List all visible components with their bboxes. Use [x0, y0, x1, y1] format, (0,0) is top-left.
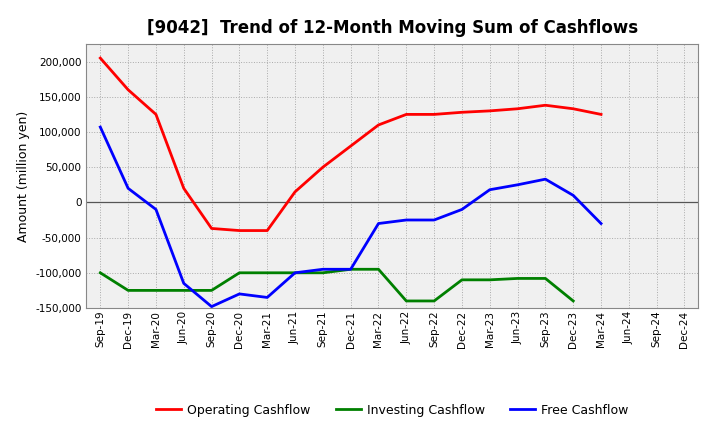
- Investing Cashflow: [152, 288, 161, 293]
- Free Cashflow: [235, 291, 243, 297]
- Investing Cashflow: [96, 270, 104, 275]
- Investing Cashflow: [541, 276, 550, 281]
- Operating Cashflow: [458, 110, 467, 115]
- Free Cashflow: [124, 186, 132, 191]
- Free Cashflow: [485, 187, 494, 192]
- Free Cashflow: [374, 221, 383, 226]
- Operating Cashflow: [152, 112, 161, 117]
- Investing Cashflow: [263, 270, 271, 275]
- Operating Cashflow: [541, 103, 550, 108]
- Free Cashflow: [207, 304, 216, 309]
- Free Cashflow: [263, 295, 271, 300]
- Free Cashflow: [346, 267, 355, 272]
- Investing Cashflow: [402, 298, 410, 304]
- Title: [9042]  Trend of 12-Month Moving Sum of Cashflows: [9042] Trend of 12-Month Moving Sum of C…: [147, 19, 638, 37]
- Operating Cashflow: [430, 112, 438, 117]
- Operating Cashflow: [597, 112, 606, 117]
- Operating Cashflow: [235, 228, 243, 233]
- Free Cashflow: [541, 176, 550, 182]
- Free Cashflow: [513, 182, 522, 187]
- Line: Free Cashflow: Free Cashflow: [100, 127, 601, 307]
- Investing Cashflow: [569, 298, 577, 304]
- Investing Cashflow: [346, 267, 355, 272]
- Free Cashflow: [458, 207, 467, 212]
- Operating Cashflow: [96, 55, 104, 61]
- Free Cashflow: [569, 193, 577, 198]
- Operating Cashflow: [485, 108, 494, 114]
- Operating Cashflow: [263, 228, 271, 233]
- Operating Cashflow: [207, 226, 216, 231]
- Investing Cashflow: [318, 270, 327, 275]
- Free Cashflow: [291, 270, 300, 275]
- Investing Cashflow: [179, 288, 188, 293]
- Investing Cashflow: [124, 288, 132, 293]
- Investing Cashflow: [374, 267, 383, 272]
- Free Cashflow: [430, 217, 438, 223]
- Free Cashflow: [152, 207, 161, 212]
- Investing Cashflow: [235, 270, 243, 275]
- Legend: Operating Cashflow, Investing Cashflow, Free Cashflow: Operating Cashflow, Investing Cashflow, …: [151, 399, 634, 422]
- Investing Cashflow: [207, 288, 216, 293]
- Operating Cashflow: [124, 87, 132, 92]
- Operating Cashflow: [318, 165, 327, 170]
- Operating Cashflow: [513, 106, 522, 111]
- Line: Operating Cashflow: Operating Cashflow: [100, 58, 601, 231]
- Investing Cashflow: [291, 270, 300, 275]
- Free Cashflow: [96, 125, 104, 130]
- Investing Cashflow: [485, 277, 494, 282]
- Investing Cashflow: [458, 277, 467, 282]
- Operating Cashflow: [569, 106, 577, 111]
- Free Cashflow: [318, 267, 327, 272]
- Line: Investing Cashflow: Investing Cashflow: [100, 269, 573, 301]
- Free Cashflow: [402, 217, 410, 223]
- Free Cashflow: [597, 221, 606, 226]
- Operating Cashflow: [179, 186, 188, 191]
- Operating Cashflow: [291, 189, 300, 194]
- Operating Cashflow: [346, 143, 355, 149]
- Investing Cashflow: [430, 298, 438, 304]
- Free Cashflow: [179, 281, 188, 286]
- Operating Cashflow: [402, 112, 410, 117]
- Operating Cashflow: [374, 122, 383, 128]
- Y-axis label: Amount (million yen): Amount (million yen): [17, 110, 30, 242]
- Investing Cashflow: [513, 276, 522, 281]
